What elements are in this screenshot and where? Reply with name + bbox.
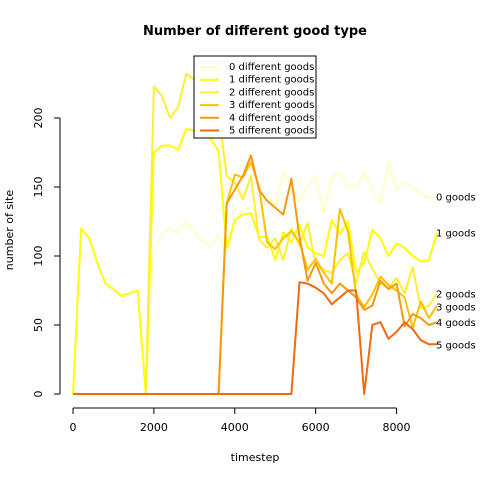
- y-tick-label: 150: [32, 177, 45, 198]
- series-end-label-4: 4 goods: [436, 318, 476, 329]
- series-lines: [72, 72, 438, 395]
- legend-box: [193, 55, 317, 139]
- x-tick-label: 4000: [221, 421, 249, 434]
- axes: 0 2000 4000 6000 8000 0 50 100 150 200: [32, 108, 411, 435]
- series-end-label-3: 3 goods: [436, 302, 476, 313]
- legend-entry-1: 1 different goods: [229, 75, 314, 86]
- chart-title: Number of different good type: [143, 24, 367, 39]
- y-tick-label: 0: [32, 391, 45, 398]
- y-tick-label: 200: [32, 108, 45, 129]
- series-end-labels: 0 goods 1 goods 2 goods 3 goods 4 goods 5 goo…: [436, 193, 476, 352]
- legend-entry-4: 4 different goods: [229, 113, 314, 124]
- y-tick-label: 50: [32, 318, 45, 332]
- series-end-label-1: 1 goods: [436, 229, 476, 240]
- legend-entry-5: 5 different goods: [229, 126, 314, 137]
- x-tick-label: 2000: [140, 421, 168, 434]
- series-end-label-2: 2 goods: [436, 289, 476, 300]
- x-tick-label: 0: [70, 421, 77, 434]
- y-tick-label: 100: [32, 246, 45, 267]
- y-axis-label: number of site: [3, 190, 16, 271]
- y-axis-ticks: 0 50 100 150 200: [32, 108, 60, 398]
- legend-entry-3: 3 different goods: [229, 100, 314, 111]
- series-line-4: [73, 154, 438, 395]
- series-end-label-5: 5 goods: [436, 340, 476, 351]
- series-end-label-0: 0 goods: [436, 193, 476, 204]
- x-tick-label: 6000: [302, 421, 330, 434]
- series-line-1: [72, 128, 438, 395]
- x-tick-label: 8000: [383, 421, 411, 434]
- legend-entry-0: 0 different goods: [229, 62, 314, 73]
- x-axis-ticks: 0 2000 4000 6000 8000: [70, 408, 411, 434]
- x-axis-label: timestep: [231, 451, 280, 464]
- series-line-5: [73, 281, 437, 395]
- legend-entry-2: 2 different goods: [229, 87, 314, 98]
